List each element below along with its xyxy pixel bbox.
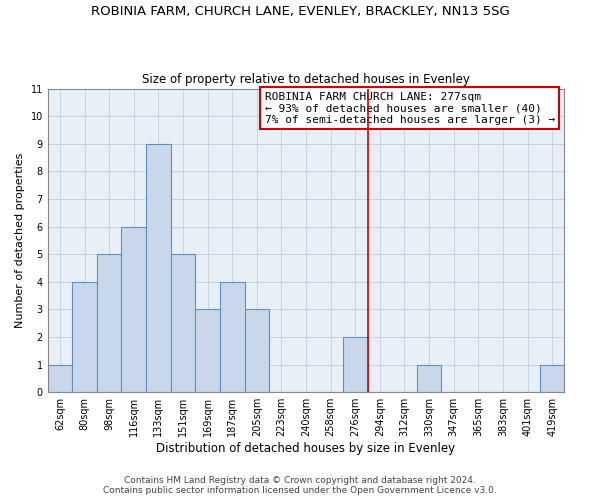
Title: Size of property relative to detached houses in Evenley: Size of property relative to detached ho… [142,73,470,86]
Text: Contains HM Land Registry data © Crown copyright and database right 2024.
Contai: Contains HM Land Registry data © Crown c… [103,476,497,495]
Bar [146,144,171,392]
Bar [171,254,196,392]
Text: ROBINIA FARM CHURCH LANE: 277sqm
← 93% of detached houses are smaller (40)
7% of: ROBINIA FARM CHURCH LANE: 277sqm ← 93% o… [265,92,555,125]
Bar [220,282,245,392]
Text: ROBINIA FARM, CHURCH LANE, EVENLEY, BRACKLEY, NN13 5SG: ROBINIA FARM, CHURCH LANE, EVENLEY, BRAC… [91,5,509,18]
Bar [540,364,565,392]
Bar [417,364,442,392]
X-axis label: Distribution of detached houses by size in Evenley: Distribution of detached houses by size … [157,442,455,455]
Bar [121,226,146,392]
Bar [72,282,97,392]
Bar [245,310,269,392]
Y-axis label: Number of detached properties: Number of detached properties [15,152,25,328]
Bar [196,310,220,392]
Bar [97,254,121,392]
Bar [47,364,72,392]
Bar [343,337,368,392]
